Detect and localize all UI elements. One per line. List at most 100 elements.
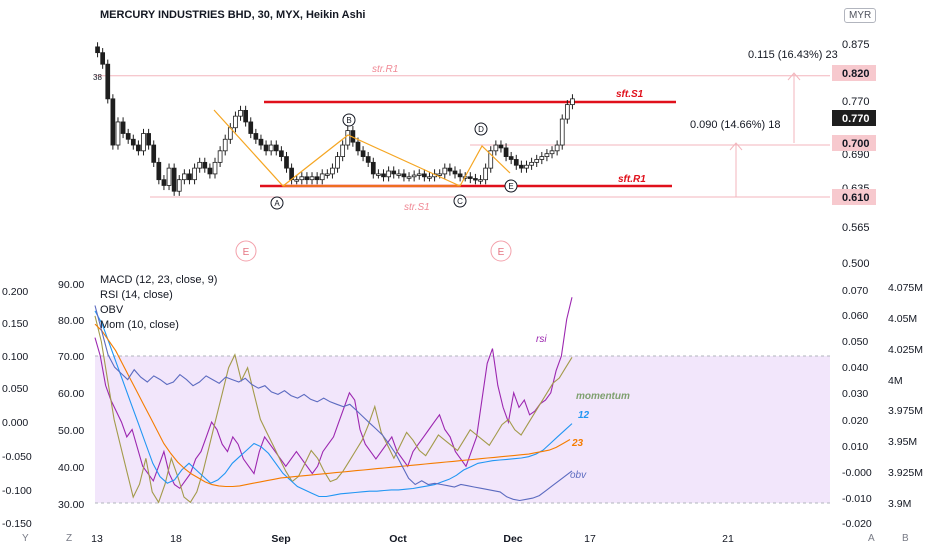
candle	[115, 121, 121, 146]
candle	[330, 167, 335, 175]
candle	[268, 144, 274, 152]
candle	[564, 104, 570, 120]
x-tick-label: 13	[91, 533, 103, 545]
candle	[166, 167, 172, 186]
candle	[207, 167, 213, 175]
candle	[365, 156, 371, 163]
candle	[534, 159, 540, 163]
obv-tick-label: 4.025M	[888, 344, 923, 356]
candle	[136, 144, 141, 152]
price-badge-label: 0.700	[842, 138, 870, 150]
series-label: 12	[578, 410, 590, 421]
candle	[100, 52, 106, 65]
pattern-point	[474, 122, 488, 136]
pattern-point-label: D	[478, 125, 484, 134]
price-badge	[832, 189, 876, 205]
obv-tick-label: 3.925M	[888, 467, 923, 479]
obv-tick-label: 4M	[888, 375, 903, 387]
obv-tick-label: 4.05M	[888, 313, 917, 325]
level-label: str.S1	[404, 202, 430, 213]
macd-tick-label: 0.100	[2, 351, 28, 363]
pattern-point	[270, 196, 284, 210]
obv-tick-label: 3.9M	[888, 498, 911, 510]
price-badge	[832, 65, 876, 81]
level-label: sft.S1	[616, 89, 644, 100]
candle	[539, 156, 545, 160]
footer-z-button[interactable]: Z	[66, 533, 73, 544]
price-badge	[832, 135, 876, 151]
candle	[401, 173, 407, 178]
candle	[273, 144, 279, 152]
currency-button[interactable]: MYR	[844, 8, 877, 23]
x-tick-label: 21	[722, 533, 734, 545]
pattern-point	[453, 194, 467, 208]
mom-tick-label: -0.010	[842, 493, 872, 505]
rsi-tick-label: 80.00	[58, 315, 84, 327]
candle	[304, 176, 310, 181]
rsi-tick-label: 70.00	[58, 351, 84, 363]
candle	[233, 115, 238, 129]
pattern-point-label: B	[346, 116, 351, 125]
candle	[391, 170, 397, 175]
candle	[447, 167, 453, 172]
candle	[411, 174, 417, 178]
macd-tick-label: 0.000	[2, 417, 28, 429]
event-marker-label: E	[243, 247, 250, 258]
series-line-23	[94, 323, 571, 488]
price-tick-label: 0.690	[842, 149, 870, 161]
pattern-point-label: A	[274, 199, 280, 208]
candle	[360, 150, 366, 157]
event-marker-label: E	[498, 247, 505, 258]
macd-tick-label: 0.050	[2, 383, 28, 395]
candle	[187, 173, 192, 181]
candle	[161, 179, 167, 186]
candle	[284, 156, 289, 169]
legend-mom[interactable]: Mom (10, close)	[100, 319, 179, 331]
candle	[406, 176, 412, 179]
footer-y-button[interactable]: Y	[22, 533, 29, 544]
mom-tick-label: 0.050	[842, 336, 868, 348]
candle	[376, 173, 381, 176]
series-label: rsi	[536, 334, 547, 345]
price-tick-label: 0.565	[842, 222, 870, 234]
candle	[263, 144, 269, 152]
candle	[355, 141, 361, 152]
mom-tick-label: 0.070	[842, 285, 868, 297]
candle	[488, 150, 494, 169]
rsi-band	[95, 356, 830, 503]
candle	[248, 121, 254, 134]
legend-rsi[interactable]: RSI (14, close)	[100, 289, 173, 301]
candle	[95, 46, 100, 54]
candle	[222, 138, 228, 152]
pattern-point-label: C	[457, 197, 463, 206]
series-line-12	[94, 310, 573, 498]
candle	[279, 150, 284, 157]
legend-macd[interactable]: MACD (12, 23, close, 9)	[100, 274, 218, 286]
pattern-point-label: E	[508, 182, 513, 191]
candle	[110, 98, 116, 146]
macd-tick-label: 0.200	[2, 286, 28, 298]
price-tick-label: 0.500	[842, 258, 870, 270]
candle	[386, 170, 391, 178]
footer-b-button[interactable]: B	[902, 533, 909, 544]
footer-a-button[interactable]: A	[868, 533, 875, 544]
candle	[473, 178, 478, 181]
candle	[570, 98, 575, 106]
macd-tick-label: 0.150	[2, 318, 28, 330]
price-badge-label: 0.610	[842, 192, 870, 204]
candle	[381, 173, 386, 178]
price-tick-label: 0.770	[842, 96, 870, 108]
measure-label: 0.090 (14.66%) 18	[690, 119, 781, 131]
candle	[559, 118, 565, 146]
obv-tick-label: 4.075M	[888, 282, 923, 294]
candle	[197, 161, 203, 169]
mom-tick-label: 0.010	[842, 441, 868, 453]
candle	[478, 179, 483, 182]
event-marker	[490, 240, 512, 262]
legend-obv[interactable]: OBV	[100, 304, 124, 316]
level-label: str.R1	[372, 64, 398, 75]
measure-arrow	[787, 72, 801, 81]
macd-tick-label: -0.150	[2, 518, 32, 530]
series-label: momentum	[576, 391, 630, 402]
